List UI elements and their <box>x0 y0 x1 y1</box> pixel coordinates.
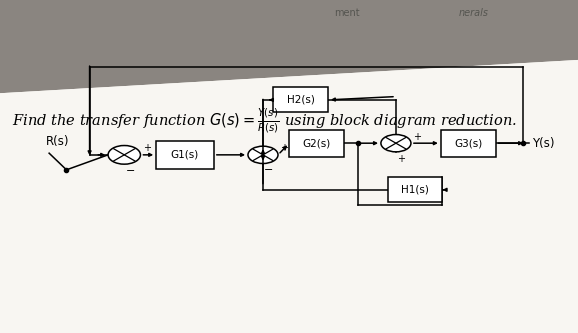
Circle shape <box>248 146 278 164</box>
FancyBboxPatch shape <box>441 130 496 157</box>
FancyBboxPatch shape <box>273 88 328 113</box>
Text: R(s): R(s) <box>46 135 69 148</box>
Text: Find the transfer function $G(s) = \frac{Y(s)}{R(s)}$ using block diagram reduct: Find the transfer function $G(s) = \frac… <box>12 107 517 135</box>
Circle shape <box>108 146 140 164</box>
Text: G2(s): G2(s) <box>303 138 331 148</box>
Text: +: + <box>143 143 151 153</box>
Text: H1(s): H1(s) <box>401 185 429 195</box>
FancyBboxPatch shape <box>387 177 443 202</box>
FancyBboxPatch shape <box>290 130 344 157</box>
Text: −: − <box>264 165 273 175</box>
FancyBboxPatch shape <box>156 141 214 169</box>
Text: ment: ment <box>334 8 360 18</box>
Text: G3(s): G3(s) <box>454 138 482 148</box>
Text: +: + <box>413 132 421 142</box>
Text: H2(s): H2(s) <box>287 95 314 105</box>
Text: −: − <box>125 166 135 176</box>
Text: G1(s): G1(s) <box>171 150 199 160</box>
Circle shape <box>381 135 411 152</box>
Polygon shape <box>0 0 578 93</box>
Text: Y(s): Y(s) <box>532 137 554 150</box>
Polygon shape <box>0 60 578 333</box>
Text: +: + <box>397 154 405 164</box>
Text: +: + <box>280 143 288 153</box>
Text: nerals: nerals <box>459 8 489 18</box>
